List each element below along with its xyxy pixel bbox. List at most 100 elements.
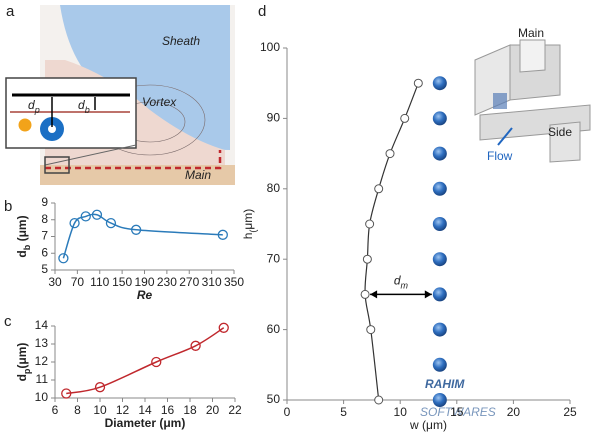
x-tick-label: 6 xyxy=(52,403,59,417)
device-inset: Main Side Flow xyxy=(474,26,591,163)
data-point xyxy=(91,209,103,220)
y-tick-label: 80 xyxy=(267,181,281,195)
x-tick-label: 190 xyxy=(134,275,154,289)
schematic: Sheath Vortex Main dp db xyxy=(5,5,235,185)
particle-core xyxy=(48,125,56,133)
data-point xyxy=(69,217,80,229)
annotation: dm xyxy=(394,274,409,291)
data-point xyxy=(58,253,69,264)
particle xyxy=(432,393,447,407)
inset xyxy=(5,77,137,149)
watermark: SOFTWARES xyxy=(420,405,496,419)
y-tick-label: 50 xyxy=(267,392,281,406)
y-tick-label: 8 xyxy=(41,212,48,226)
data-point xyxy=(190,340,201,351)
y-tick-label: 5 xyxy=(41,262,48,276)
trajectory-point xyxy=(362,254,372,264)
y-tick-label: 60 xyxy=(267,322,281,336)
arrow-head xyxy=(370,290,432,299)
boundary xyxy=(45,150,222,170)
fit-line xyxy=(66,327,225,395)
data-point xyxy=(218,322,229,333)
particle xyxy=(432,111,447,126)
data-point xyxy=(94,382,106,393)
trajectory-point xyxy=(360,289,370,299)
trajectory-point xyxy=(385,149,395,159)
sheath-region xyxy=(60,5,230,150)
x-tick-label: 14 xyxy=(138,403,152,417)
main-flow xyxy=(40,165,235,185)
region-label: Vortex xyxy=(142,95,177,109)
x-tick-label: 230 xyxy=(157,275,177,289)
trajectory-point xyxy=(366,325,376,335)
y-tick-label: 7 xyxy=(41,229,48,243)
y-tick-label: 9 xyxy=(41,195,48,209)
x-tick-label: 270 xyxy=(179,275,199,289)
inset-label: Main xyxy=(518,26,544,40)
particle xyxy=(432,287,447,302)
connector xyxy=(44,144,137,166)
y-tick-label: 100 xyxy=(260,40,280,54)
panel-label: c xyxy=(4,313,12,330)
x-axis-label: Diameter (μm) xyxy=(105,416,186,430)
trajectory-point xyxy=(374,184,384,194)
region-label: Main xyxy=(185,168,211,182)
x-tick-label: 16 xyxy=(161,403,175,417)
inset-label: Side xyxy=(548,125,572,139)
y-tick-label: 11 xyxy=(36,372,49,386)
trajectory-line xyxy=(364,82,419,401)
particle xyxy=(432,181,447,196)
inset-label: Flow xyxy=(487,149,513,163)
x-axis-label: Re xyxy=(137,288,153,302)
small-particle xyxy=(17,117,33,133)
particle xyxy=(432,357,447,372)
x-tick-label: 12 xyxy=(116,403,130,417)
dp-label: dp xyxy=(28,98,40,115)
x-tick-label: 30 xyxy=(48,275,62,289)
trajectory-point xyxy=(413,78,423,88)
trajectory-point xyxy=(400,113,410,123)
y-tick-label: 70 xyxy=(267,251,281,265)
db-label: db xyxy=(78,98,90,115)
data-point xyxy=(130,224,142,235)
y-tick-label: 13 xyxy=(35,336,49,350)
x-tick-label: 22 xyxy=(228,403,242,417)
x-tick-label: 5 xyxy=(340,405,347,419)
y-tick-label: 6 xyxy=(41,245,48,259)
x-tick-label: 25 xyxy=(563,405,577,419)
x-tick-label: 10 xyxy=(394,405,408,419)
data-point xyxy=(80,211,91,222)
y-tick-label: 90 xyxy=(267,111,281,125)
x-tick-label: 15 xyxy=(450,405,464,419)
x-tick-label: 10 xyxy=(93,403,107,417)
data-point xyxy=(105,217,117,229)
y-tick-label: 14 xyxy=(35,318,49,332)
y-axis-label: dp(μm) xyxy=(15,343,32,382)
watermark: RAHIM xyxy=(425,377,465,391)
particle xyxy=(432,322,447,337)
particle xyxy=(432,252,447,267)
particle xyxy=(432,146,447,161)
y-tick-label: 12 xyxy=(35,354,49,368)
data-point xyxy=(61,388,72,399)
x-tick-label: 0 xyxy=(284,405,291,419)
x-tick-label: 310 xyxy=(202,275,222,289)
x-tick-label: 150 xyxy=(112,275,132,289)
panel-label: a xyxy=(6,3,15,20)
x-tick-label: 20 xyxy=(206,403,220,417)
x-tick-label: 20 xyxy=(507,405,521,419)
x-tick-label: 18 xyxy=(183,403,197,417)
panel-label: d xyxy=(258,3,266,20)
x-tick-label: 70 xyxy=(71,275,85,289)
particle xyxy=(432,76,447,91)
y-axis-label: db (μm) xyxy=(15,215,32,257)
particle xyxy=(432,217,447,231)
data-point xyxy=(151,356,162,368)
y-axis-label: h(μm) xyxy=(241,209,258,240)
zoom-box xyxy=(44,156,70,174)
trajectory-point xyxy=(365,219,375,229)
y-tick-label: 10 xyxy=(35,390,49,404)
data-point xyxy=(217,229,228,240)
trajectory-point xyxy=(374,395,384,405)
